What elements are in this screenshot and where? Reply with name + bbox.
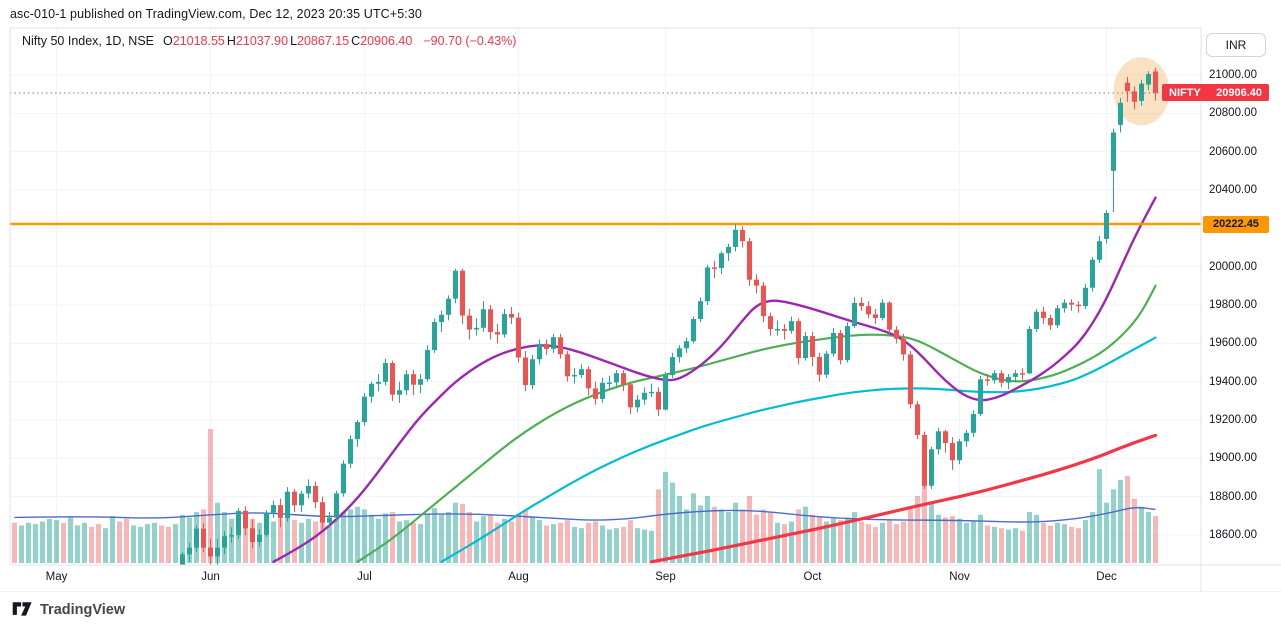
tradingview-logo-icon xyxy=(12,601,32,616)
last-price-label: NIFTY 20906.40 xyxy=(1162,84,1269,102)
ma-50-line xyxy=(356,284,1157,563)
symbol-title: Nifty 50 Index, 1D, NSE xyxy=(22,34,155,48)
volume-ma-line xyxy=(14,506,1156,523)
ohlc-item: O21018.55 xyxy=(163,34,225,48)
time-axis-label: Nov xyxy=(949,571,970,583)
time-axis-label: May xyxy=(45,571,68,583)
tradingview-logo-text: TradingView xyxy=(40,601,126,618)
time-axis-label: Aug xyxy=(508,571,529,583)
price-axis-label: 19200.00 xyxy=(1209,414,1257,426)
pane-borders xyxy=(0,27,1281,593)
time-axis-label: Dec xyxy=(1096,571,1117,583)
time-axis-label: Jun xyxy=(201,571,220,583)
price-axis-label: 19800.00 xyxy=(1209,299,1257,311)
grid xyxy=(10,28,1201,565)
time-axis-label: Jul xyxy=(357,571,372,583)
ma-20-line xyxy=(272,196,1157,564)
change-value: −90.70 (−0.43%) xyxy=(423,34,517,48)
price-axis-label: 19000.00 xyxy=(1209,452,1257,465)
time-axis-label: Oct xyxy=(803,571,822,583)
candlestick-series xyxy=(180,67,1158,565)
price-axis-label: 21000.00 xyxy=(1209,69,1257,81)
price-axis-label: 18800.00 xyxy=(1209,490,1257,503)
volume-series xyxy=(12,429,1158,563)
time-axis-label: Sep xyxy=(655,571,676,583)
price-axis-label: 19400.00 xyxy=(1209,375,1257,388)
ma-200-line xyxy=(649,433,1158,564)
symbol-legend[interactable]: Nifty 50 Index, 1D, NSE O21018.55 H21037.… xyxy=(22,34,516,48)
attribution-text: asc-010-1 published on TradingView.com, … xyxy=(10,7,422,21)
price-axis-label: 20000.00 xyxy=(1209,260,1257,273)
price-axis-label: 20800.00 xyxy=(1209,107,1257,120)
ohlc-item: C20906.40 xyxy=(351,34,413,48)
last-price-value: 20906.40 xyxy=(1216,86,1262,99)
ma-100-line xyxy=(440,336,1157,563)
ohlc-values: O21018.55 H21037.90 L20867.15 C20906.40 xyxy=(163,34,414,48)
last-price-symbol: NIFTY xyxy=(1169,86,1201,99)
footer-bar: TradingView xyxy=(0,592,1281,627)
ohlc-item: L20867.15 xyxy=(290,34,350,48)
level-price-label: 20222.45 xyxy=(1203,215,1269,233)
price-axis-label: 18600.00 xyxy=(1209,529,1257,541)
currency-button[interactable]: INR xyxy=(1206,33,1266,57)
price-axis-label: 20600.00 xyxy=(1209,145,1257,158)
tradingview-logo[interactable]: TradingView xyxy=(12,601,125,619)
plot-area[interactable] xyxy=(10,28,1201,627)
price-axis-label: 19600.00 xyxy=(1209,337,1257,350)
ohlc-item: H21037.90 xyxy=(226,34,289,48)
price-axis-label: 20400.00 xyxy=(1209,184,1257,196)
